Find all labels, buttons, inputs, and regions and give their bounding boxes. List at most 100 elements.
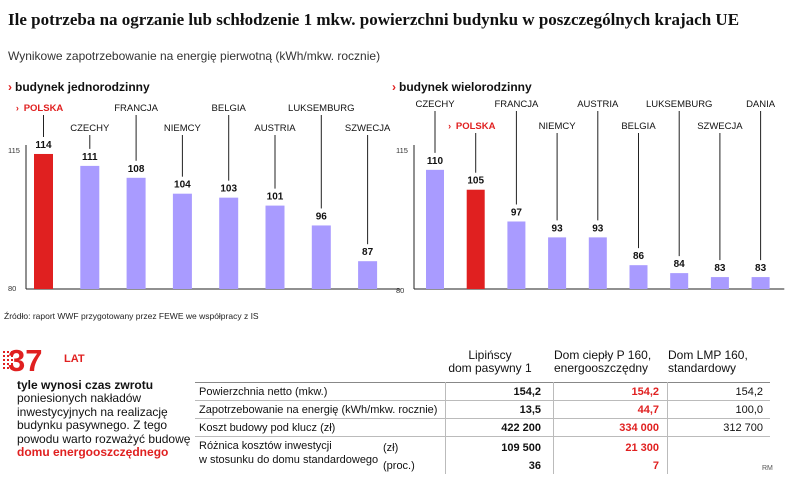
table-row-label: Powierzchnia netto (mkw.) (199, 386, 328, 398)
table-divider (195, 382, 770, 383)
table-divider (195, 436, 770, 437)
marker-icon: › (392, 80, 396, 94)
category-label: BELGIA (212, 103, 247, 114)
dots-icon (2, 350, 14, 370)
category-label: LUKSEMBURG (646, 99, 713, 110)
table-cell: 109 500 (501, 442, 541, 454)
table-cell: 21 300 (625, 442, 659, 454)
chart-title-multi-family: › budynek wielorodzinny (392, 80, 532, 94)
table-cell: 154,2 (735, 386, 763, 398)
table-row-label: Koszt budowy pod klucz (zł) (199, 422, 336, 434)
table-column-divider (553, 382, 554, 474)
data-label: 101 (267, 192, 284, 203)
page-title: Ile potrzeba na ogrzanie lub schłodzenie… (8, 10, 740, 29)
source-note: Źródło: raport WWF przygotowany przez FE… (4, 311, 259, 321)
bar-dania (751, 277, 770, 289)
credit: RM (762, 465, 773, 472)
bar-czechy (80, 165, 100, 289)
table-row-label: w stosunku do domu standardowego (199, 454, 379, 466)
payback-highlight: domu energooszczędnego (17, 445, 169, 460)
category-label: FRANCJA (114, 103, 158, 114)
y-tick-label: 115 (396, 146, 408, 155)
table-divider (195, 418, 770, 419)
table-cell: 36 (528, 460, 541, 472)
table-cell: 312 700 (723, 422, 763, 434)
marker-icon: › (8, 80, 12, 94)
category-label: POLSKA (456, 121, 496, 132)
table-header-energy-saving: Dom ciepły P 160, energooszczędny (554, 348, 652, 375)
data-label: 108 (128, 164, 145, 175)
table-cell: 422 200 (501, 422, 541, 434)
bar-polska (466, 189, 485, 289)
bar-austria (265, 205, 285, 289)
bar-francja (507, 221, 526, 289)
table-cell: 154,2 (631, 386, 659, 398)
category-label: CZECHY (70, 123, 110, 134)
y-tick-label: 115 (8, 146, 20, 155)
bar-francja (126, 177, 146, 289)
bar-polska (34, 153, 53, 289)
table-cell: 154,2 (513, 386, 541, 398)
table-divider (195, 400, 770, 401)
category-label: DANIA (746, 99, 776, 110)
data-label: 83 (755, 263, 767, 274)
bar-belgia (219, 197, 239, 289)
data-label: 114 (35, 140, 52, 151)
marker-icon: › (448, 121, 451, 131)
big-number-unit: LAT (64, 353, 85, 365)
table-header-passive: Lipińscy dom pasywny 1 (448, 348, 532, 375)
category-label: AUSTRIA (254, 123, 296, 134)
data-label: 105 (467, 176, 484, 187)
category-label: BELGIA (621, 121, 656, 132)
table-cell: 100,0 (735, 404, 763, 416)
table-header-standard: Dom LMP 160, standardowy (668, 348, 748, 375)
data-label: 110 (427, 156, 444, 167)
bar-luksemburg (670, 273, 689, 289)
data-label: 96 (316, 211, 328, 222)
category-label: SZWECJA (697, 121, 743, 132)
data-label: 111 (82, 152, 98, 163)
y-tick-label: 80 (396, 286, 404, 295)
data-label: 86 (633, 251, 645, 262)
data-label: 93 (552, 223, 564, 234)
table-row-sub: (zł) (383, 442, 399, 454)
chart-title-single-family: › budynek jednorodzinny (8, 80, 150, 94)
table-row-label: Zapotrzebowanie na energię (kWh/mkw. roc… (199, 404, 438, 416)
bar-niemcy (548, 237, 567, 289)
data-label: 97 (511, 207, 523, 218)
bar-szwecja (358, 261, 378, 289)
bar-austria (588, 237, 607, 289)
category-label: SZWECJA (345, 123, 391, 134)
bar-charts: 80 115 114 POLSKA › 111 CZECHY 108 FRANCJA 104 NIE… (8, 99, 785, 295)
data-label: 93 (592, 223, 604, 234)
bar-czechy (426, 169, 444, 289)
category-label: FRANCJA (494, 99, 538, 110)
category-label: CZECHY (415, 99, 455, 110)
bar-szwecja (710, 277, 729, 289)
table-row-sub: (proc.) (383, 460, 415, 472)
table-cell: 334 000 (619, 422, 659, 434)
payback-headline: tyle wynosi czas zwrotu (17, 378, 154, 392)
marker-icon: › (16, 103, 19, 113)
bar-niemcy (172, 193, 192, 289)
category-label: NIEMCY (164, 123, 202, 134)
data-label: 83 (714, 263, 726, 274)
data-label: 103 (220, 184, 237, 195)
data-label: 104 (174, 180, 191, 191)
category-label: NIEMCY (539, 121, 577, 132)
data-label: 87 (362, 247, 374, 258)
table-cell: 44,7 (637, 404, 659, 416)
table-column-divider (445, 382, 446, 474)
page-subtitle: Wynikowe zapotrzebowanie na energię pier… (8, 49, 381, 63)
table-column-divider (667, 382, 668, 474)
data-label: 84 (674, 259, 686, 270)
table-cell: 13,5 (519, 404, 541, 416)
bar-luksemburg (311, 225, 331, 289)
y-tick-label: 80 (8, 284, 16, 293)
bar-belgia (629, 265, 648, 289)
table-cell: 7 (652, 460, 659, 472)
table-row-label: Różnica kosztów inwestycji (199, 440, 332, 452)
category-label: AUSTRIA (577, 99, 619, 110)
payback-body: poniesionych nakładów inwestycyjnych na … (17, 391, 191, 460)
category-label: POLSKA (24, 103, 64, 114)
